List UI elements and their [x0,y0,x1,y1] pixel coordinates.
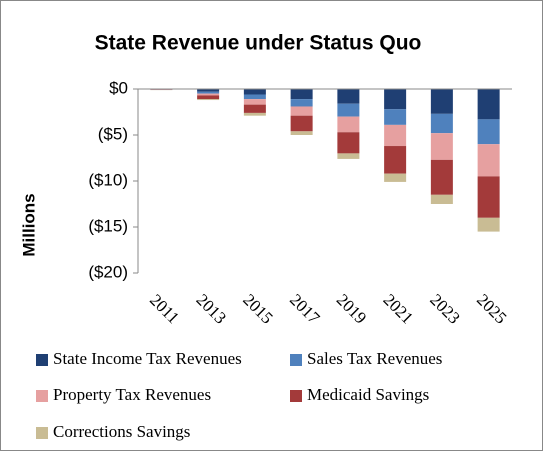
bar-segment [477,144,500,177]
bar-segment [477,176,500,218]
legend-label: Sales Tax Revenues [307,349,442,368]
y-axis-label: Millions [19,193,38,256]
legend-label: Property Tax Revenues [53,385,211,404]
bar-segment [243,99,266,105]
bar-segment [290,89,313,100]
bar-segment [430,194,453,204]
bar-segment [430,113,453,134]
bar-segment [430,133,453,160]
bar-segment [243,89,266,95]
bar-segment [384,146,407,174]
bar-segment [290,131,313,135]
y-tick-label: ($10) [88,170,128,189]
bar-segment [384,109,407,125]
bar-segment [197,99,220,101]
bar-segment [243,112,266,116]
bar-segment [337,89,360,104]
bar-segment [197,95,220,100]
legend-label: Medicaid Savings [307,385,429,404]
legend-swatch [36,354,48,366]
bar-segment [197,93,220,96]
bar-segment [337,103,360,117]
y-tick-label: ($20) [88,262,128,281]
bar-segment [197,89,220,92]
chart-title: State Revenue under Status Quo [95,32,422,55]
y-tick-label: ($5) [98,124,128,143]
bar-segment [384,89,407,110]
bar-segment [430,159,453,195]
legend-swatch [36,427,48,439]
bar-segment [430,89,453,114]
y-tick-label: ($15) [88,216,128,235]
bar-segment [384,173,407,182]
bar-segment [477,217,500,232]
bar-segment [290,115,313,132]
bar-segment [290,106,313,116]
bar-segment [243,94,266,100]
legend-label: State Income Tax Revenues [53,349,242,368]
legend-swatch [290,390,302,402]
legend-label: Corrections Savings [53,422,190,441]
bar-segment [384,124,407,147]
bar-segment [337,116,360,133]
bar-segment [290,99,313,107]
y-tick-label: $0 [109,78,128,97]
bar-segment [337,132,360,154]
bar-segment [197,91,220,94]
bar-segment [477,89,500,120]
legend-swatch [36,390,48,402]
bar-segment [337,153,360,159]
legend-swatch [290,354,302,366]
bar-segment [243,104,266,113]
bar-segment [477,119,500,145]
